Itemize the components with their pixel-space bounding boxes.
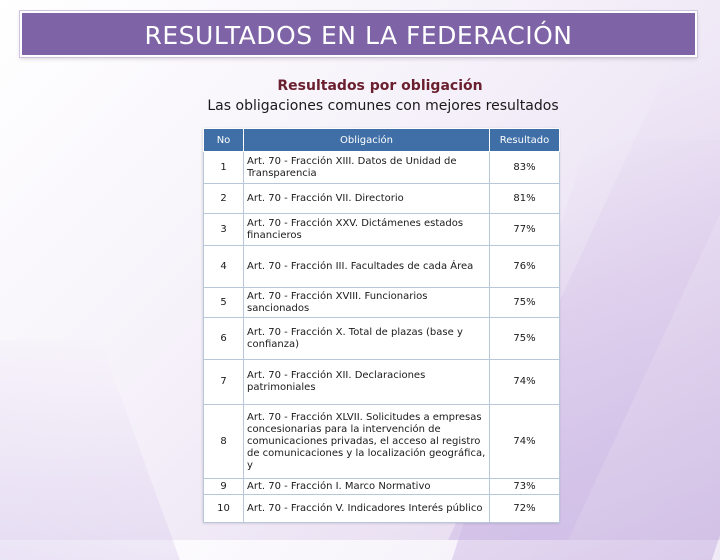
table-row: 5 Art. 70 - Fracción XVIII. Funcionarios… bbox=[203, 287, 560, 318]
page-title: RESULTADOS EN LA FEDERACIÓN bbox=[144, 21, 573, 50]
title-banner: RESULTADOS EN LA FEDERACIÓN bbox=[20, 11, 697, 57]
row-resultado: 73% bbox=[489, 478, 560, 495]
row-number: 3 bbox=[203, 213, 244, 246]
subtitle: Resultados por obligación bbox=[277, 78, 483, 94]
row-number: 5 bbox=[203, 287, 244, 318]
table-row: 1 Art. 70 - Fracción XIII. Datos de Unid… bbox=[203, 151, 560, 184]
table-row: 8 Art. 70 - Fracción XLVII. Solicitudes … bbox=[203, 404, 560, 479]
row-resultado: 77% bbox=[489, 213, 560, 246]
row-number: 9 bbox=[203, 478, 244, 495]
row-obligacion: Art. 70 - Fracción XIII. Datos de Unidad… bbox=[243, 151, 490, 184]
row-obligacion: Art. 70 - Fracción XXV. Dictámenes estad… bbox=[243, 213, 490, 246]
row-resultado: 81% bbox=[489, 183, 560, 214]
row-number: 2 bbox=[203, 183, 244, 214]
table-row: 2 Art. 70 - Fracción VII. Directorio 81% bbox=[203, 183, 560, 214]
row-resultado: 75% bbox=[489, 287, 560, 318]
row-resultado: 83% bbox=[489, 151, 560, 184]
table-row: 3 Art. 70 - Fracción XXV. Dictámenes est… bbox=[203, 213, 560, 246]
table-row: 6 Art. 70 - Fracción X. Total de plazas … bbox=[203, 317, 560, 360]
background-decoration bbox=[0, 340, 181, 560]
row-resultado: 75% bbox=[489, 317, 560, 360]
row-obligacion: Art. 70 - Fracción XLVII. Solicitudes a … bbox=[243, 404, 490, 479]
column-header-no: No bbox=[203, 128, 244, 152]
row-number: 1 bbox=[203, 151, 244, 184]
row-number: 8 bbox=[203, 404, 244, 479]
row-resultado: 74% bbox=[489, 359, 560, 405]
table-header-row: No Obligación Resultado bbox=[203, 128, 560, 152]
row-obligacion: Art. 70 - Fracción XVIII. Funcionarios s… bbox=[243, 287, 490, 318]
table-row: 10 Art. 70 - Fracción V. Indicadores Int… bbox=[203, 494, 560, 523]
row-number: 4 bbox=[203, 245, 244, 288]
row-obligacion: Art. 70 - Fracción I. Marco Normativo bbox=[243, 478, 490, 495]
results-table: No Obligación Resultado 1 Art. 70 - Frac… bbox=[203, 128, 560, 523]
column-header-obligacion: Obligación bbox=[243, 128, 490, 152]
table-row: 4 Art. 70 - Fracción III. Facultades de … bbox=[203, 245, 560, 288]
results-table-container: No Obligación Resultado 1 Art. 70 - Frac… bbox=[203, 128, 560, 523]
row-resultado: 74% bbox=[489, 404, 560, 479]
subtitle-description: Las obligaciones comunes con mejores res… bbox=[207, 98, 559, 114]
row-obligacion: Art. 70 - Fracción XII. Declaraciones pa… bbox=[243, 359, 490, 405]
row-obligacion: Art. 70 - Fracción X. Total de plazas (b… bbox=[243, 317, 490, 360]
column-header-resultado: Resultado bbox=[489, 128, 560, 152]
table-row: 9 Art. 70 - Fracción I. Marco Normativo … bbox=[203, 478, 560, 495]
row-number: 7 bbox=[203, 359, 244, 405]
row-obligacion: Art. 70 - Fracción VII. Directorio bbox=[243, 183, 490, 214]
row-number: 10 bbox=[203, 494, 244, 523]
row-number: 6 bbox=[203, 317, 244, 360]
row-resultado: 76% bbox=[489, 245, 560, 288]
table-row: 7 Art. 70 - Fracción XII. Declaraciones … bbox=[203, 359, 560, 405]
row-obligacion: Art. 70 - Fracción III. Facultades de ca… bbox=[243, 245, 490, 288]
row-obligacion: Art. 70 - Fracción V. Indicadores Interé… bbox=[243, 494, 490, 523]
row-resultado: 72% bbox=[489, 494, 560, 523]
